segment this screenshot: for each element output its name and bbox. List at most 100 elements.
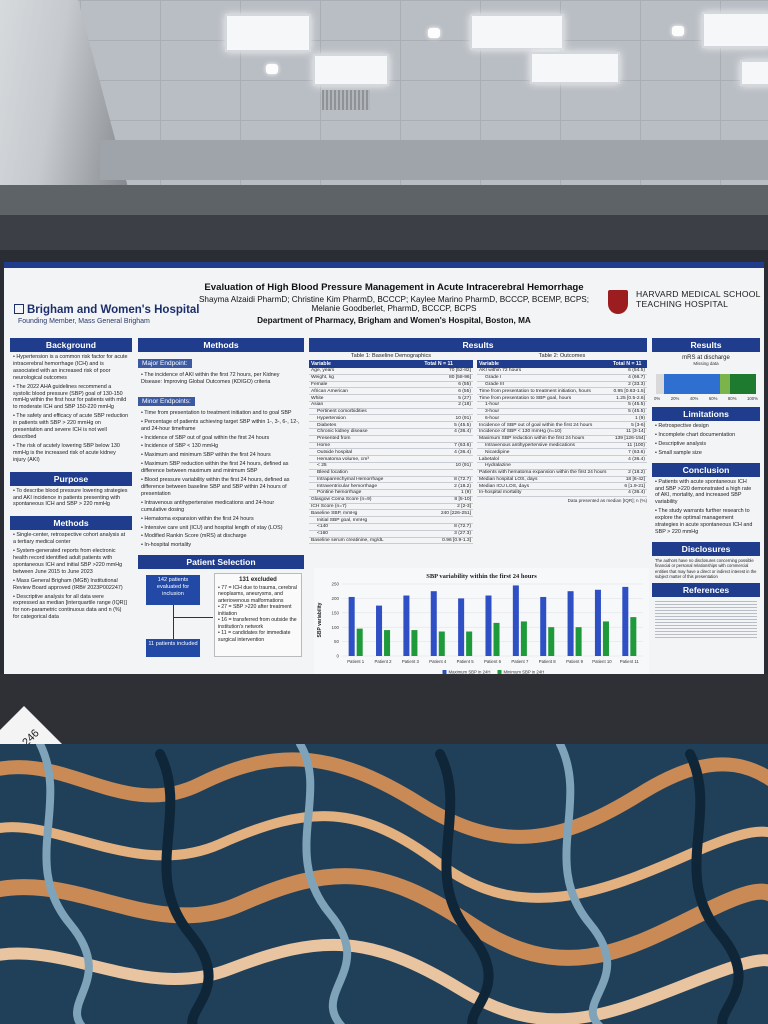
- table-cell: 2 (33.3): [610, 381, 647, 389]
- limitations-list: • Retrospective design • Incomplete chart…: [652, 421, 760, 461]
- list-item: • Maximum and minimum SBP within the fir…: [141, 452, 271, 459]
- table-row: Baseline serum creatinine, mg/dL 0.96 [0.…: [309, 537, 473, 545]
- column-results: Results Table 1: Baseline Demographics V…: [309, 338, 647, 545]
- partner-name: HARVARD MEDICAL SCHOOL TEACHING HOSPITAL: [636, 289, 761, 310]
- table-cell: Incidence of SBP < 130 mmHg (n=10): [477, 428, 611, 436]
- list-item: • The incidence of AKI within the first …: [141, 372, 280, 385]
- table-cell: Hematoma volume, cm³: [309, 455, 423, 463]
- references-fine-print: [655, 599, 757, 640]
- table-cell: 3-hour: [477, 408, 611, 416]
- partner-line-1: HARVARD MEDICAL SCHOOL: [636, 289, 761, 299]
- table-cell: [610, 462, 647, 470]
- table-cell: White: [309, 394, 423, 402]
- chart-legend-label: Maximum SBP in 24H: [449, 670, 491, 675]
- ceiling-spotlight: [428, 28, 440, 38]
- table-cell: Asian: [309, 401, 423, 409]
- table-cell: 4 (36.4): [422, 428, 473, 436]
- table-cell: Hypertension: [309, 414, 423, 423]
- excluded-title: 131 excluded: [239, 577, 277, 584]
- chart-title: SBP variability within the first 24 hour…: [426, 573, 537, 580]
- table-cell: 70 [52-82]: [422, 368, 473, 375]
- table-cell: Time from presentation to treatment init…: [477, 387, 611, 396]
- mrs-tick-label: 40%: [689, 396, 699, 401]
- section-heading-patient-selection: Patient Selection: [138, 555, 304, 570]
- chart-bar: [384, 630, 391, 656]
- mrs-bar-segment: [664, 374, 720, 394]
- table-cell: 1 (9): [610, 414, 647, 423]
- poster-authors: Shayma Alzaidi PharmD; Christine Kim Pha…: [198, 295, 590, 314]
- table-cell: 240 [226-251]: [422, 509, 473, 518]
- list-item: • Time from presentation to treatment in…: [141, 409, 292, 416]
- minor-endpoints-list: • Time from presentation to treatment in…: [138, 408, 304, 553]
- chart-category-label: Patient 7: [511, 659, 529, 664]
- list-item: • Intravenous antihypertensive medicatio…: [141, 499, 275, 513]
- chart-bar: [376, 605, 383, 656]
- chart-category-label: Patient 9: [566, 659, 584, 664]
- chart-legend-label: Minimum SBP in 24H: [504, 670, 545, 675]
- ceiling-light: [313, 54, 389, 86]
- table-cell: Median ICU LOS, days: [477, 482, 611, 491]
- table-header: Variable: [309, 360, 423, 368]
- carpet: [0, 744, 768, 1024]
- ceiling-light: [530, 52, 620, 84]
- table-row: Hypertension 10 (91): [309, 414, 473, 423]
- table-cell: [422, 469, 473, 477]
- table-cell: < 25: [309, 462, 423, 470]
- table-cell: African American: [309, 387, 423, 396]
- list-item: • Hematoma expansion within the first 24…: [141, 515, 254, 522]
- table-cell: Age, years: [309, 368, 423, 375]
- column-methods: Methods Major Endpoint: • The incidence …: [138, 338, 304, 659]
- table-header: Total N = 11: [610, 360, 647, 368]
- poster-board-frame: [0, 674, 768, 744]
- table-cell: 1 (9): [422, 489, 473, 497]
- chart-category-label: Patient 11: [620, 659, 640, 664]
- table-cell: Bleed location: [309, 469, 423, 477]
- table-cell: AKI within 72 hours: [477, 368, 611, 375]
- table-cell: Chronic kidney disease: [309, 428, 423, 436]
- list-item: • The safety and efficacy of acute SBP r…: [13, 413, 129, 440]
- harvard-shield-icon: [608, 290, 628, 314]
- table-row: Median hospital LOS, days 18 [6-42]: [477, 476, 647, 484]
- table-cell: Presented from: [309, 435, 423, 443]
- table-row: Incidence of SBP < 130 mmHg (n=10) 11 [3-…: [477, 428, 647, 436]
- table-cell: 5 [3-6]: [610, 421, 647, 430]
- table-row: Chronic kidney disease 4 (36.4): [309, 428, 473, 436]
- section-heading-disclosures: Disclosures: [652, 541, 760, 556]
- table-cell: 7 (63.6): [422, 442, 473, 450]
- table-cell: 6 (55): [422, 381, 473, 389]
- table-cell: 2 (18): [422, 401, 473, 409]
- mrs-legend: Missing data: [652, 361, 760, 366]
- list-item: • 77 = ICH due to trauma, cerebral neopl…: [218, 584, 297, 604]
- mrs-bar-segment: [720, 374, 730, 394]
- list-item: • Maximum SBP reduction within the first…: [141, 461, 289, 475]
- ceiling-light: [702, 12, 768, 48]
- table-row: Age, years 70 [52-82]: [309, 368, 473, 375]
- chart-bar: [594, 589, 601, 656]
- chart-category-label: Patient 4: [429, 659, 447, 664]
- chart-bar: [493, 622, 500, 656]
- chart-bar: [403, 595, 410, 656]
- chart-ytick-label: 150: [331, 610, 339, 615]
- table-cell: 2 (18.2): [422, 482, 473, 491]
- table-row: Intraparenchymal Hemorrhage 8 (72.7): [309, 476, 473, 484]
- section-heading-conclusion: Conclusion: [652, 462, 760, 477]
- table-row: Outside hospital 4 (36.4): [309, 448, 473, 457]
- ceiling-beam: [0, 185, 768, 215]
- table-footnote: Data presented as median [IQR]; n (%): [567, 497, 647, 503]
- table-row: Labetalol 4 (36.4): [477, 455, 647, 463]
- table-cell: 0.95 [0.63-1.5]: [610, 387, 647, 396]
- minor-endpoints-label: Minor Endpoints:: [138, 396, 195, 406]
- list-item: • Mass General Brigham (MGB) Institution…: [13, 577, 123, 591]
- mrs-stacked-bar: [656, 374, 756, 394]
- table-cell: Pertinent comorbidities: [309, 408, 423, 416]
- poster-department: Department of Pharmacy, Brigham and Wome…: [257, 315, 531, 325]
- chart-bar: [540, 596, 547, 656]
- poster-header: Brigham and Women's Hospital Founding Me…: [4, 268, 764, 332]
- table-cell: Pontine hemorrhage: [309, 489, 423, 497]
- table-row: Hematoma volume, cm³: [309, 455, 473, 463]
- table-cell: 139 [126-154]: [610, 435, 647, 443]
- chart-category-label: Patient 1: [347, 659, 365, 664]
- partner-line-2: TEACHING HOSPITAL: [636, 299, 729, 310]
- table-cell: 6 (55): [422, 387, 473, 396]
